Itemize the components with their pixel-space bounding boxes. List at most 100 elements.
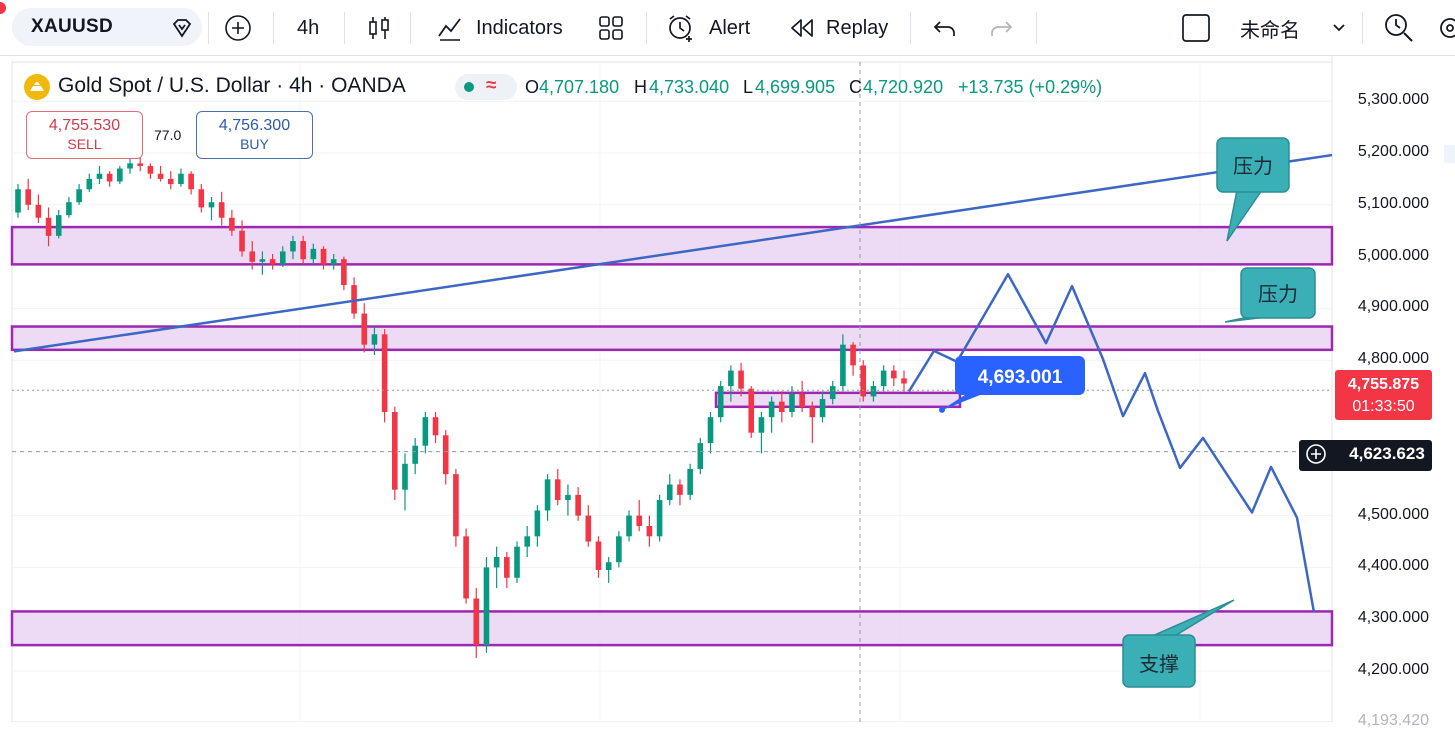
- candle-body: [738, 370, 744, 389]
- candle-body: [25, 189, 31, 205]
- price-tick-label: 4,400.000: [1357, 557, 1429, 575]
- candle-body: [320, 248, 327, 265]
- candle-body: [178, 173, 184, 185]
- support-label[interactable]: 支撑: [1139, 654, 1179, 676]
- chart-title[interactable]: Gold Spot / U.S. Dollar · 4h · OANDA: [58, 74, 406, 97]
- candle-body: [300, 241, 306, 260]
- sr-zone: [10, 610, 1334, 647]
- bar-countdown: 01:33:50: [1352, 398, 1415, 415]
- candle-body: [565, 494, 571, 501]
- candle-body: [840, 344, 846, 387]
- candle-body: [167, 178, 174, 185]
- candle-body: [789, 393, 795, 412]
- target-price-label[interactable]: 4,693.001: [977, 367, 1063, 388]
- current-price-value: 4,755.875: [1347, 376, 1420, 393]
- candle-body: [819, 399, 826, 418]
- toolbar-divider: [208, 12, 209, 44]
- templates-icon[interactable]: [598, 0, 624, 56]
- resistance-upper-callout-box: [1216, 137, 1290, 193]
- resistance-upper-label[interactable]: 压力: [1233, 156, 1273, 178]
- candle-body: [86, 178, 93, 190]
- candle-body: [778, 401, 785, 412]
- chevron-down-icon[interactable]: [1331, 0, 1347, 56]
- resistance-lower-callout-box: [1240, 267, 1316, 319]
- gold-coin-icon: [24, 74, 50, 100]
- candle-body: [707, 417, 714, 444]
- candle-body: [269, 259, 276, 265]
- candle-body: [96, 173, 103, 179]
- symbol-search-box[interactable]: [12, 8, 202, 46]
- layout-checkbox-icon[interactable]: [1181, 0, 1211, 56]
- candle-body: [371, 334, 378, 345]
- indicators-button[interactable]: Indicators: [476, 16, 563, 39]
- candle-body: [728, 370, 734, 387]
- buy-button[interactable]: 4,756.300 BUY: [196, 111, 313, 159]
- resistance-lower-label[interactable]: 压力: [1258, 284, 1298, 306]
- candle-body: [677, 484, 683, 495]
- candle-body: [656, 500, 663, 537]
- buy-price: 4,756.300: [218, 117, 291, 134]
- layout-name[interactable]: 未命名: [1240, 19, 1300, 42]
- candle-body: [35, 204, 42, 218]
- price-tick-label: 4,300.000: [1357, 609, 1429, 627]
- redo-icon[interactable]: [988, 0, 1014, 56]
- toolbar-divider: [410, 12, 411, 44]
- candle-body: [524, 536, 530, 547]
- candle-body: [117, 168, 123, 182]
- replay-icon[interactable]: [788, 0, 816, 56]
- price-tick-label: 5,300.000: [1357, 91, 1429, 109]
- candle-body: [66, 202, 72, 216]
- candle-body: [310, 248, 317, 260]
- candle-body: [259, 259, 266, 262]
- sell-price: 4,755.530: [48, 117, 121, 134]
- price-tick-label: 5,000.000: [1357, 246, 1429, 264]
- market-open-icon: [464, 82, 474, 92]
- candle-body: [453, 474, 459, 537]
- candle-body: [666, 484, 673, 501]
- candle-body: [575, 494, 581, 516]
- candle-body: [514, 546, 520, 578]
- candle-body: [290, 241, 296, 252]
- toolbar-divider: [273, 12, 274, 44]
- candlesticks: [15, 155, 907, 659]
- candle-body: [229, 217, 235, 231]
- axis-scroll-handle: [1444, 145, 1455, 163]
- candle-body: [473, 598, 480, 646]
- alert-button[interactable]: Alert: [709, 16, 751, 39]
- candle-body: [249, 251, 256, 262]
- replay-button[interactable]: Replay: [826, 16, 889, 39]
- candle-body: [616, 536, 622, 563]
- interval-button[interactable]: 4h: [297, 16, 320, 39]
- candle-body: [106, 173, 113, 182]
- candle-body: [758, 417, 765, 433]
- sell-button[interactable]: 4,755.530 SELL: [26, 111, 143, 159]
- crosshair-add-icon[interactable]: [1304, 442, 1328, 471]
- symbol-label[interactable]: XAUUSD: [31, 16, 114, 37]
- candle-body: [901, 378, 907, 384]
- crosshair-price-value: 4,623.623: [1349, 444, 1425, 463]
- sell-label: SELL: [67, 136, 102, 152]
- candle-body: [595, 541, 602, 570]
- undo-icon[interactable]: [932, 0, 958, 56]
- add-symbol-icon[interactable]: [224, 0, 252, 56]
- price-tick-label: 4,193.420: [1357, 712, 1429, 729]
- candles-icon[interactable]: [367, 0, 391, 56]
- indicators-icon[interactable]: [436, 0, 464, 56]
- candle-body: [870, 386, 877, 397]
- candle-body: [157, 173, 164, 179]
- candle-body: [15, 189, 21, 213]
- settings-icon[interactable]: [1436, 0, 1455, 56]
- buy-label: BUY: [240, 136, 269, 152]
- toolbar-divider: [910, 12, 911, 44]
- alert-clock-icon[interactable]: [666, 0, 696, 56]
- candle-body: [218, 202, 225, 218]
- candle-body: [45, 217, 52, 236]
- low-label: L: [743, 77, 754, 97]
- quick-search-icon[interactable]: [1383, 0, 1415, 56]
- candle-body: [239, 230, 245, 252]
- symbol-info-icon[interactable]: [170, 0, 194, 56]
- candle-body: [422, 417, 429, 446]
- candle-body: [198, 189, 205, 208]
- candle-body: [799, 393, 805, 407]
